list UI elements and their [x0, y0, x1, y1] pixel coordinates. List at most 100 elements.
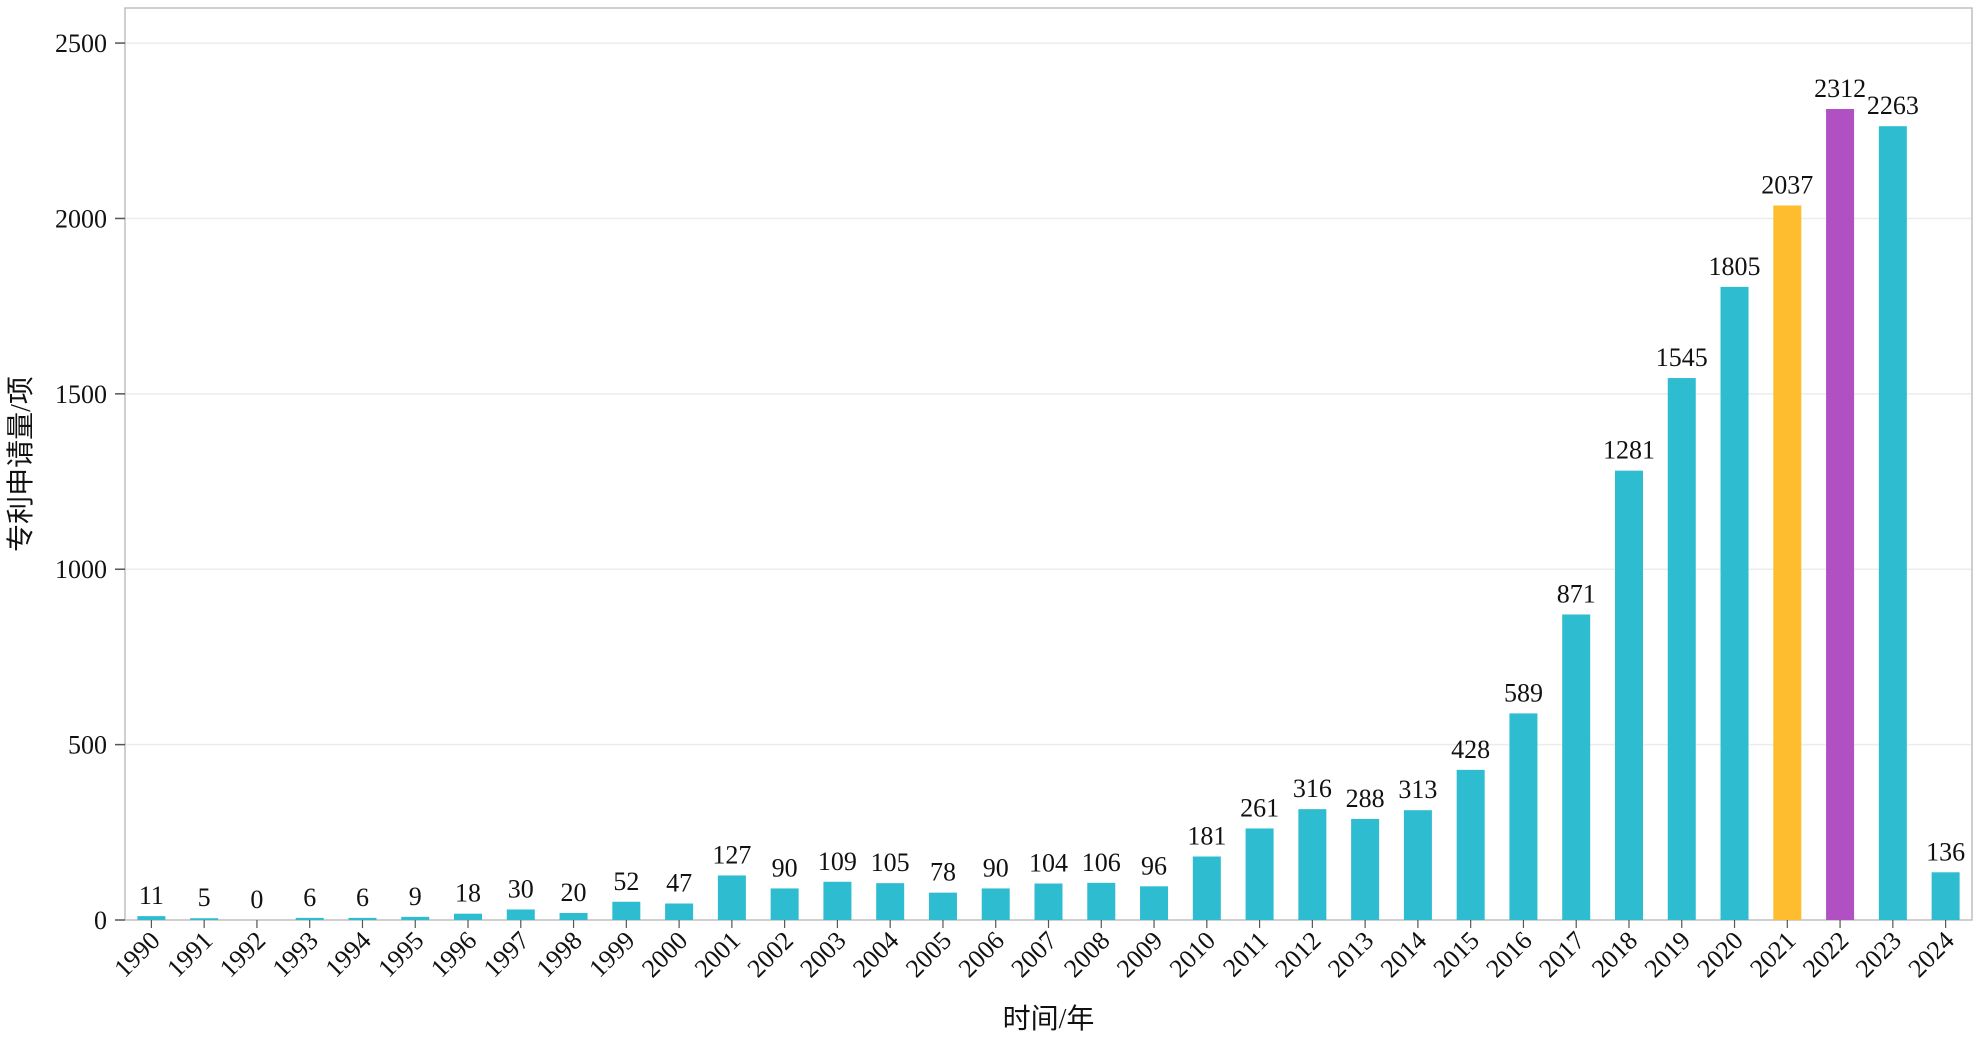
- data-label-1994: 6: [356, 883, 369, 912]
- bar-2007: [1034, 883, 1063, 920]
- data-label-2024: 136: [1926, 837, 1965, 866]
- x-tick-label-2006: 2006: [953, 926, 1010, 983]
- bar-2023: [1878, 126, 1907, 920]
- grid-lines: [125, 42, 1972, 746]
- x-tick-label-1997: 1997: [478, 926, 535, 983]
- x-tick-label-2014: 2014: [1375, 926, 1432, 983]
- x-tick-label-2009: 2009: [1111, 926, 1168, 983]
- x-tick-label-2016: 2016: [1480, 926, 1537, 983]
- bar-1995: [401, 916, 430, 920]
- bar-2009: [1140, 886, 1169, 920]
- data-label-2014: 313: [1398, 775, 1437, 804]
- x-tick-label-1991: 1991: [161, 926, 218, 983]
- data-label-2002: 90: [772, 853, 798, 882]
- bar-2000: [665, 903, 694, 920]
- x-tick-label-2017: 2017: [1533, 926, 1590, 983]
- bar-1994: [348, 917, 377, 920]
- x-tick-label-2018: 2018: [1586, 926, 1643, 983]
- data-label-2017: 871: [1557, 579, 1596, 608]
- x-tick-label-1995: 1995: [372, 926, 429, 983]
- bar-2014: [1403, 810, 1432, 920]
- data-labels: 11 5 0 6 6 9 18 30 20 52 47 127 90 109 105 78 90 104 106 96…: [139, 74, 1965, 914]
- data-label-2018: 1281: [1603, 436, 1655, 465]
- x-tick-label-1990: 1990: [108, 926, 165, 983]
- x-tick-label-1992: 1992: [214, 926, 271, 983]
- data-label-2007: 104: [1029, 849, 1068, 878]
- x-tick-label-2019: 2019: [1639, 926, 1696, 983]
- bar-2008: [1087, 882, 1116, 920]
- y-tick-label: 2500: [55, 29, 107, 58]
- bar-2010: [1192, 856, 1221, 920]
- x-axis-ticks: 1990199119921993199419951996199719981999…: [108, 920, 1960, 983]
- data-label-1991: 5: [198, 883, 211, 912]
- data-label-2001: 127: [712, 840, 751, 869]
- x-tick-label-2015: 2015: [1428, 926, 1485, 983]
- x-tick-label-2012: 2012: [1269, 926, 1326, 983]
- bar-1997: [506, 909, 535, 920]
- data-label-1995: 9: [409, 882, 422, 911]
- bar-2006: [981, 888, 1010, 920]
- data-label-1996: 18: [455, 879, 481, 908]
- x-tick-label-2002: 2002: [742, 926, 799, 983]
- data-label-2022: 2312: [1814, 74, 1866, 103]
- x-tick-label-2020: 2020: [1691, 926, 1748, 983]
- data-label-2008: 106: [1082, 848, 1121, 877]
- bar-2017: [1562, 614, 1591, 920]
- bar-2020: [1720, 286, 1749, 920]
- data-label-2019: 1545: [1656, 343, 1708, 372]
- x-tick-label-2022: 2022: [1797, 926, 1854, 983]
- bar-1998: [559, 912, 588, 920]
- x-axis-title: 时间/年: [1003, 1003, 1095, 1035]
- data-label-2006: 90: [983, 853, 1009, 882]
- x-tick-label-2008: 2008: [1058, 926, 1115, 983]
- data-label-1992: 0: [250, 885, 263, 914]
- bar-2011: [1245, 828, 1274, 920]
- bar-1993: [295, 917, 324, 920]
- data-label-2020: 1805: [1709, 252, 1761, 281]
- bar-2021: [1773, 205, 1802, 920]
- data-label-2013: 288: [1346, 784, 1385, 813]
- bar-2022: [1826, 109, 1855, 920]
- x-tick-label-2021: 2021: [1744, 926, 1801, 983]
- data-label-2009: 96: [1141, 851, 1167, 880]
- data-label-2004: 105: [871, 848, 910, 877]
- x-tick-label-1999: 1999: [583, 926, 640, 983]
- data-label-2012: 316: [1293, 774, 1332, 803]
- bar-2013: [1351, 818, 1380, 920]
- x-tick-label-2023: 2023: [1850, 926, 1907, 983]
- bar-1990: [137, 916, 166, 920]
- y-tick-label: 1500: [55, 380, 107, 409]
- y-tick-label: 1000: [55, 555, 107, 584]
- x-tick-label-2007: 2007: [1005, 926, 1062, 983]
- data-label-2016: 589: [1504, 678, 1543, 707]
- data-label-2021: 2037: [1761, 170, 1813, 199]
- bar-2018: [1614, 470, 1643, 920]
- data-label-1990: 11: [139, 881, 164, 910]
- y-tick-label: 500: [68, 731, 107, 760]
- bar-1991: [190, 918, 219, 920]
- bar-2004: [876, 883, 905, 920]
- bar-2016: [1509, 713, 1538, 920]
- bar-1996: [454, 913, 483, 920]
- x-tick-label-1993: 1993: [267, 926, 324, 983]
- data-label-2010: 181: [1187, 822, 1226, 851]
- bar-2001: [717, 875, 746, 920]
- x-tick-label-2001: 2001: [689, 926, 746, 983]
- x-tick-label-1998: 1998: [531, 926, 588, 983]
- x-tick-label-2011: 2011: [1217, 926, 1274, 983]
- bar-2019: [1667, 378, 1696, 920]
- y-axis-ticks: 0 500 1000 1500 2000 2500: [55, 29, 125, 935]
- data-label-2023: 2263: [1867, 91, 1919, 120]
- x-tick-label-2024: 2024: [1903, 926, 1960, 983]
- x-tick-label-2013: 2013: [1322, 926, 1379, 983]
- bar-2015: [1456, 769, 1485, 920]
- data-label-1999: 52: [613, 867, 639, 896]
- x-tick-label-2003: 2003: [794, 926, 851, 983]
- bar-1999: [612, 901, 641, 920]
- data-label-2000: 47: [666, 869, 692, 898]
- data-label-2005: 78: [930, 858, 956, 887]
- x-tick-label-2000: 2000: [636, 926, 693, 983]
- data-label-1993: 6: [303, 883, 316, 912]
- x-tick-label-1994: 1994: [319, 926, 376, 983]
- y-tick-label: 2000: [55, 204, 107, 233]
